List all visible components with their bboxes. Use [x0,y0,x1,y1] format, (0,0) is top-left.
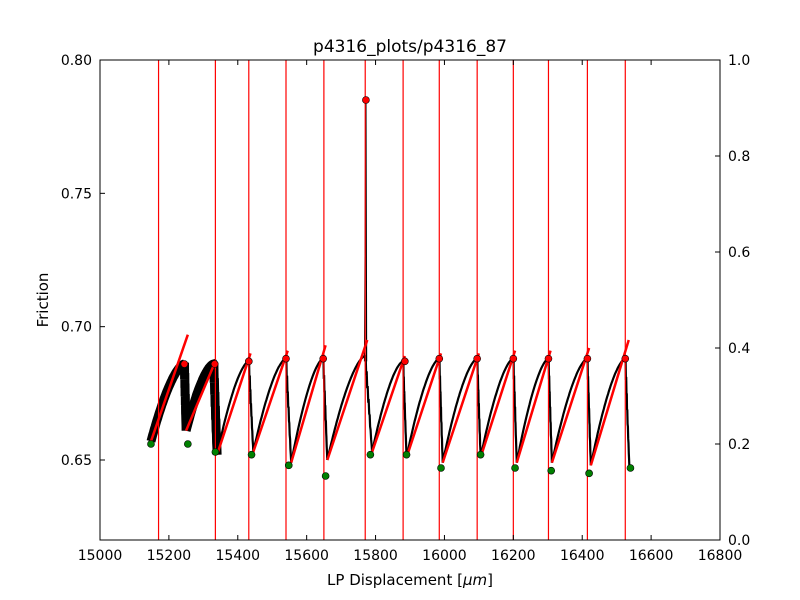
x-tick-label: 15000 [78,548,123,564]
fit-line [215,352,252,456]
minimum-marker [626,464,635,472]
x-tick-label: 16800 [698,548,743,564]
fit-line [289,344,327,464]
peak-marker [362,96,370,104]
minimum-marker [147,440,155,448]
y2-tick-label: 0.0 [728,533,750,549]
peak-marker [509,354,518,363]
peak-marker [473,354,481,363]
peak-marker [583,354,592,363]
minimum-marker [366,450,375,459]
y-tick-label: 0.70 [61,320,92,336]
friction-trace-cycle [515,357,553,463]
fit-line [184,360,217,432]
x-tick-label: 15600 [284,548,329,564]
friction-trace-cycle [550,357,592,466]
minimum-marker [437,464,445,472]
peak-marker [282,354,290,363]
friction-trace-cycle [181,358,222,455]
minimum-marker [511,464,519,472]
minimum-marker [184,440,192,448]
peak-marker [210,360,219,368]
friction-trace-cycle [589,357,631,469]
x-axis-label-prefix: LP Displacement [ [327,571,463,589]
minimum-marker [402,450,411,459]
fit-line [550,347,591,464]
friction-trace-cycle [252,357,293,463]
minimum-marker [211,448,220,456]
peak-marker [435,354,444,363]
peak-marker [401,357,409,366]
minimum-marker [247,450,256,459]
y-tick-label: 0.80 [61,53,92,69]
x-tick-label: 16400 [560,548,605,564]
plot-area [146,60,635,540]
fit-line [479,350,517,458]
minimum-marker [585,469,593,478]
peak-marker [245,357,253,366]
y2-tick-label: 0.2 [728,437,750,453]
friction-trace-cycle [405,357,444,463]
peak-marker [544,354,553,363]
y2-tick-label: 0.6 [728,245,750,261]
fit-line [370,355,407,453]
y2-tick-label: 0.8 [728,149,750,165]
minimum-marker [284,461,293,470]
x-tick-label: 15800 [353,548,398,564]
friction-trace-cycle [441,357,482,463]
x-axis-label-unit: μm [462,571,487,589]
y-tick-label: 0.75 [61,186,92,202]
plot-frame [99,59,721,541]
x-tick-label: 16600 [629,548,674,564]
x-axis-label-suffix: ] [487,571,493,589]
friction-trace-cycle [326,354,374,461]
friction-trace-cycle [216,360,255,455]
y-tick-label: 0.65 [61,453,92,469]
minimum-marker [547,466,556,475]
minimum-marker [476,450,485,459]
x-tick-label: 15400 [216,548,261,564]
y2-tick-label: 1.0 [728,53,750,69]
fit-line [149,334,190,442]
peak-marker [319,354,328,363]
y2-tick-label: 0.4 [728,341,750,357]
x-axis-label: LP Displacement [μm] [327,571,493,589]
fit-line [405,352,443,458]
fit-line [326,339,369,461]
x-tick-label: 16200 [491,548,536,564]
peak-marker [621,354,630,363]
minimum-marker [321,472,330,480]
y-axis-label: Friction [34,273,52,328]
friction-trace-cycle [479,357,518,463]
fit-line [441,352,481,464]
friction-trace-cycle [371,359,408,458]
x-tick-label: 16000 [422,548,467,564]
fit-line [252,350,289,453]
friction-trace-cycle [290,357,329,463]
chart-title: p4316_plots/p4316_87 [313,37,507,57]
peak-marker [180,360,189,368]
axes: 15000 15200 15400 15600 15800 16000 16200 16400… [61,53,751,564]
x-tick-label: 15200 [147,548,192,564]
fit-line [515,350,552,464]
